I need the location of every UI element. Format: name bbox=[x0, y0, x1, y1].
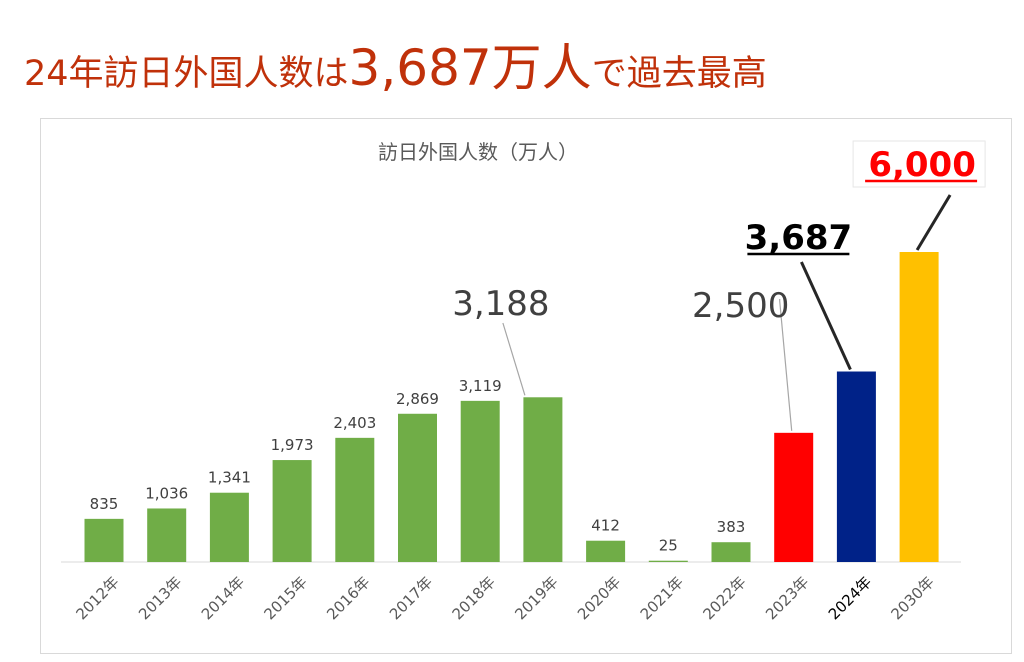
bar-2030年 bbox=[899, 252, 939, 562]
bar-2016年 bbox=[335, 437, 375, 562]
bar-2015年 bbox=[272, 460, 312, 562]
bar-2012年 bbox=[84, 518, 124, 562]
headline-prefix: 24年訪日外国人数は bbox=[24, 54, 349, 94]
x-tick-label: 2018年 bbox=[449, 573, 499, 623]
headline: 24年訪日外国人数は3,687万人で過去最高 bbox=[24, 28, 1014, 98]
x-tick-label: 2021年 bbox=[637, 573, 687, 623]
value-label: 1,973 bbox=[271, 436, 314, 454]
value-label: 1,341 bbox=[208, 469, 251, 487]
value-label: 835 bbox=[90, 495, 119, 513]
bars-layer bbox=[61, 252, 961, 563]
x-tick-label: 2015年 bbox=[261, 573, 311, 623]
x-tick-label: 2030年 bbox=[888, 573, 938, 623]
bar-2020年 bbox=[586, 540, 626, 562]
value-label-callout: 2,500 bbox=[692, 286, 789, 326]
bar-2024年 bbox=[836, 371, 876, 562]
bar-2021年 bbox=[648, 560, 688, 562]
callout-lines bbox=[502, 140, 986, 431]
x-tick-label: 2016年 bbox=[323, 573, 373, 623]
headline-suffix: で過去最高 bbox=[591, 54, 767, 94]
value-label: 383 bbox=[717, 518, 746, 536]
x-axis-ticks: 2012年 2013年 2014年 2015年 2016年 2017年 2018年 2019年… bbox=[72, 573, 937, 623]
headline-highlight-number: 3,687万人 bbox=[348, 39, 592, 97]
bar-2019年 bbox=[523, 397, 563, 562]
bar-2022年 bbox=[711, 542, 751, 562]
bar-2014年 bbox=[209, 492, 249, 562]
value-label-callout-bold: 3,687 bbox=[745, 218, 853, 258]
x-tick-label: 2017年 bbox=[386, 573, 436, 623]
x-tick-label: 2024年 bbox=[825, 573, 875, 623]
value-label-callout: 3,188 bbox=[452, 284, 549, 324]
value-label-callout-red: 6,000 bbox=[868, 145, 976, 185]
bar-chart: 訪日外国人数（万人） 835 1,036 1,341 1,973 2,403 2,869 3… bbox=[61, 140, 986, 623]
value-label: 1,036 bbox=[145, 484, 188, 502]
bar-2013年 bbox=[147, 508, 187, 562]
value-label: 3,119 bbox=[459, 377, 502, 395]
x-tick-label: 2022年 bbox=[699, 573, 749, 623]
x-tick-label: 2019年 bbox=[511, 573, 561, 623]
labels-layer: 835 1,036 1,341 1,973 2,403 2,869 3,119 3,188 41… bbox=[90, 145, 976, 555]
value-label: 2,403 bbox=[333, 414, 376, 432]
x-tick-label: 2020年 bbox=[574, 573, 624, 623]
x-tick-label: 2014年 bbox=[198, 573, 248, 623]
chart-title: 訪日外国人数（万人） bbox=[378, 140, 578, 164]
x-tick-label: 2012年 bbox=[72, 573, 122, 623]
x-tick-label: 2023年 bbox=[762, 573, 812, 623]
bar-2023年 bbox=[774, 432, 814, 562]
value-label: 2,869 bbox=[396, 390, 439, 408]
bar-2017年 bbox=[398, 413, 437, 562]
bar-2018年 bbox=[460, 400, 500, 562]
callout-box bbox=[852, 140, 986, 188]
value-label: 25 bbox=[659, 537, 678, 555]
chart-area: 訪日外国人数（万人） 835 1,036 1,341 1,973 2,403 2,869 3… bbox=[40, 118, 1012, 654]
x-tick-label: 2013年 bbox=[135, 573, 185, 623]
value-label: 412 bbox=[591, 517, 620, 535]
